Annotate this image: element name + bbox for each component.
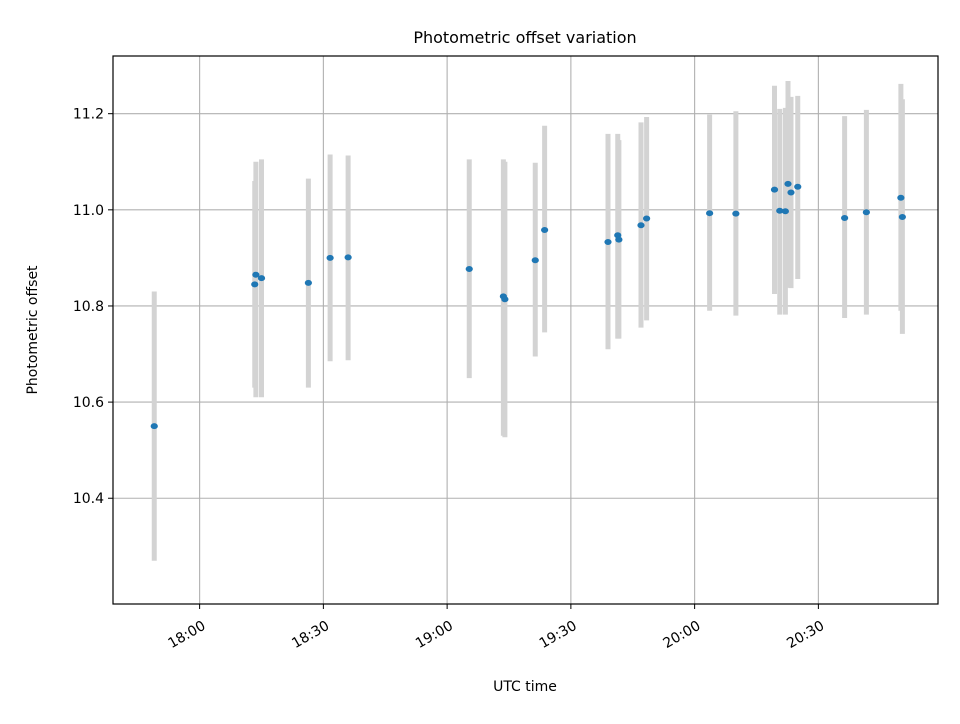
data-point [643,215,651,222]
data-point [531,257,539,264]
y-tick-label: 11.0 [73,203,104,219]
data-point [776,207,784,214]
y-tick-label: 10.6 [73,395,104,411]
data-point [465,265,473,272]
chart-title: Photometric offset variation [413,28,636,47]
data-point [784,180,792,187]
y-axis-label: Photometric offset [25,265,41,395]
data-point [897,194,905,201]
y-tick-label: 10.4 [73,491,104,507]
data-point [257,275,266,282]
data-point [251,281,259,288]
data-point [604,239,612,246]
data-point [615,236,623,243]
data-point [898,214,906,221]
data-point [344,254,352,261]
data-point [326,254,334,261]
x-axis-label: UTC time [493,679,557,695]
data-point [770,186,779,193]
data-point [501,296,509,303]
data-point [732,210,740,217]
data-point [637,222,645,229]
y-tick-label: 11.2 [73,107,104,123]
data-points [150,180,906,430]
data-point [541,227,549,234]
y-tick-label: 10.8 [73,299,104,315]
data-point [794,183,802,190]
grid [113,56,938,604]
data-point [304,279,312,286]
data-point [781,208,789,215]
data-point [252,271,260,278]
data-point [706,210,714,217]
data-point [862,209,870,216]
data-point [150,423,158,430]
plot-frame [112,55,939,605]
data-point [787,189,795,196]
data-point [841,214,849,221]
